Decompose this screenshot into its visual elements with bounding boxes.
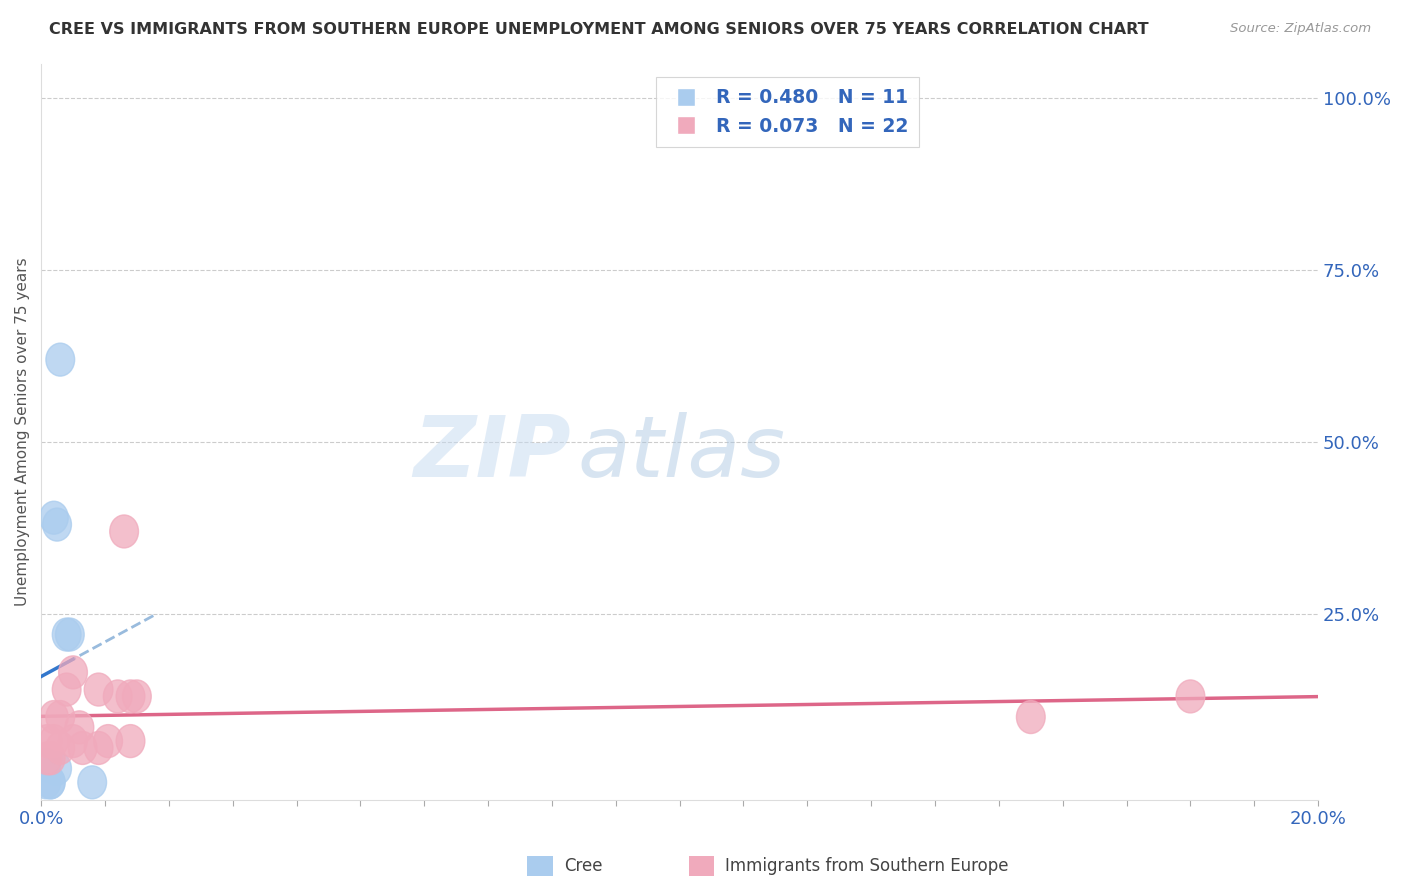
Text: CREE VS IMMIGRANTS FROM SOUTHERN EUROPE UNEMPLOYMENT AMONG SENIORS OVER 75 YEARS: CREE VS IMMIGRANTS FROM SOUTHERN EUROPE … (49, 22, 1149, 37)
Ellipse shape (42, 508, 72, 541)
Ellipse shape (34, 724, 62, 757)
Ellipse shape (59, 656, 87, 689)
Y-axis label: Unemployment Among Seniors over 75 years: Unemployment Among Seniors over 75 years (15, 258, 30, 606)
Ellipse shape (110, 515, 138, 548)
Ellipse shape (46, 343, 75, 376)
Ellipse shape (46, 700, 75, 733)
Ellipse shape (37, 766, 65, 799)
Text: ZIP: ZIP (413, 412, 571, 495)
Ellipse shape (39, 501, 69, 534)
Ellipse shape (34, 742, 62, 775)
Ellipse shape (84, 731, 112, 764)
Ellipse shape (122, 680, 152, 713)
Ellipse shape (1175, 680, 1205, 713)
Ellipse shape (104, 680, 132, 713)
Ellipse shape (46, 731, 75, 764)
Ellipse shape (37, 766, 65, 799)
Ellipse shape (55, 618, 84, 651)
Ellipse shape (117, 724, 145, 757)
Ellipse shape (59, 724, 87, 757)
Ellipse shape (117, 680, 145, 713)
Text: Immigrants from Southern Europe: Immigrants from Southern Europe (725, 857, 1010, 875)
Ellipse shape (37, 742, 65, 775)
Ellipse shape (69, 731, 97, 764)
Ellipse shape (52, 673, 82, 706)
Text: atlas: atlas (578, 412, 786, 495)
Ellipse shape (32, 748, 60, 781)
Text: Cree: Cree (564, 857, 602, 875)
Ellipse shape (77, 766, 107, 799)
Ellipse shape (42, 752, 72, 785)
Ellipse shape (94, 724, 122, 757)
Text: Source: ZipAtlas.com: Source: ZipAtlas.com (1230, 22, 1371, 36)
Ellipse shape (65, 711, 94, 744)
Ellipse shape (32, 766, 60, 799)
Ellipse shape (84, 673, 112, 706)
Ellipse shape (39, 700, 69, 733)
Ellipse shape (52, 618, 82, 651)
Ellipse shape (1017, 700, 1045, 733)
Legend: R = 0.480   N = 11, R = 0.073   N = 22: R = 0.480 N = 11, R = 0.073 N = 22 (655, 77, 920, 147)
Ellipse shape (39, 724, 69, 757)
